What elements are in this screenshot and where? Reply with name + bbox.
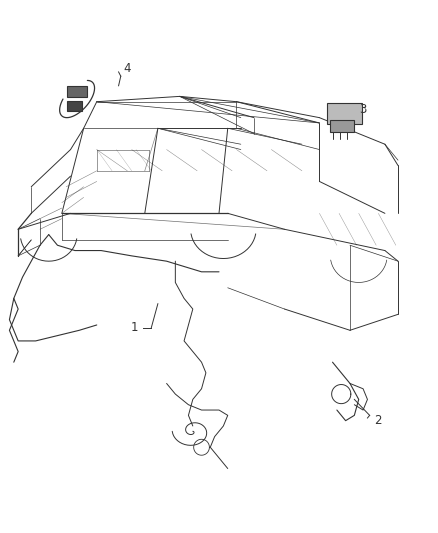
Text: 4: 4 xyxy=(123,62,131,75)
Text: 1: 1 xyxy=(131,321,138,334)
FancyBboxPatch shape xyxy=(67,86,87,98)
FancyBboxPatch shape xyxy=(327,103,362,124)
Text: 2: 2 xyxy=(374,414,381,427)
FancyBboxPatch shape xyxy=(330,120,354,132)
FancyBboxPatch shape xyxy=(67,101,82,111)
Text: 3: 3 xyxy=(359,103,366,116)
